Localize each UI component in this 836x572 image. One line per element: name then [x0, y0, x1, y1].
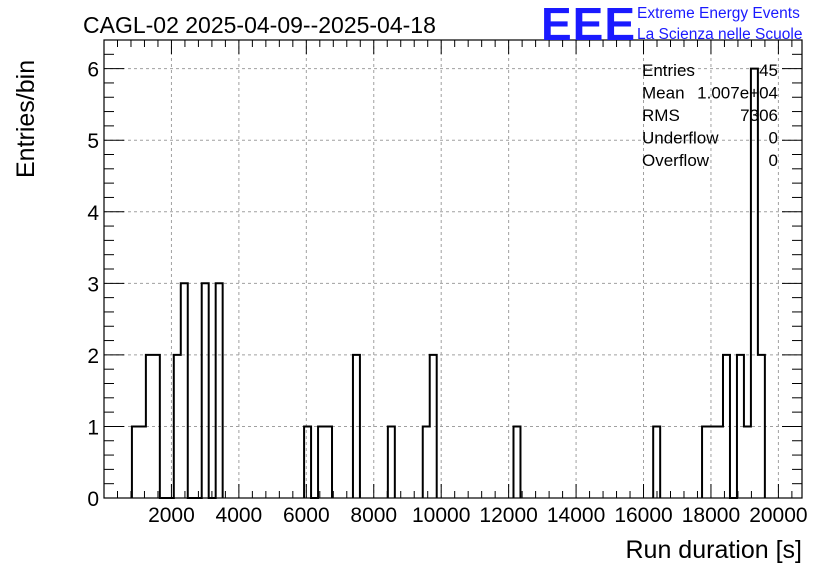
stats-box: Entries 45 Mean 1.007e+04 RMS 7306 Underflow 0 O… [642, 61, 778, 170]
logo-line-1: Extreme Energy Events [637, 5, 800, 22]
grid-lines [104, 40, 802, 498]
histogram-bin [709, 426, 716, 498]
histogram-bin [430, 355, 437, 498]
y-axis-title: Entries/bin [12, 60, 40, 178]
histogram-bin [702, 426, 709, 498]
histogram-bin [513, 426, 520, 498]
stats-value: 0 [769, 129, 778, 148]
histogram-bin [737, 355, 744, 498]
histogram-bin [653, 426, 660, 498]
histogram-bin [744, 426, 751, 498]
histogram-bin [132, 426, 139, 498]
histogram-bin [423, 426, 430, 498]
x-tick-label: 16000 [614, 504, 672, 527]
eee-logo-mark: EEE [541, 0, 636, 50]
histogram-bin [174, 355, 181, 498]
axis-ticks [104, 39, 802, 499]
stats-value: 0 [769, 151, 778, 170]
y-tick-label: 3 [87, 273, 99, 296]
y-tick-label: 4 [87, 202, 99, 225]
x-tick-label: 14000 [547, 504, 605, 527]
histogram-bin [325, 426, 332, 498]
stats-label: Mean [642, 84, 685, 103]
stats-value: 1.007e+04 [697, 84, 778, 103]
x-tick-label: 18000 [682, 504, 740, 527]
histogram-bin [153, 355, 160, 498]
stats-value: 45 [759, 61, 778, 80]
histogram-bin [751, 69, 758, 498]
histogram-bin [304, 426, 311, 498]
x-tick-label: 8000 [350, 504, 397, 527]
x-tick-label: 12000 [479, 504, 537, 527]
stats-label: Entries [642, 61, 695, 80]
y-tick-label: 2 [87, 345, 99, 368]
x-tick-label: 20000 [749, 504, 807, 527]
logo-line-2: La Scienza nelle Scuole [637, 26, 802, 43]
chart-title: CAGL-02 2025-04-09--2025-04-18 [83, 12, 436, 38]
y-tick-label: 0 [87, 488, 99, 511]
histogram-bin [723, 355, 730, 498]
x-tick-label: 6000 [283, 504, 330, 527]
histogram-bin [353, 355, 360, 498]
y-tick-label: 5 [87, 130, 99, 153]
x-tick-label: 4000 [216, 504, 263, 527]
x-tick-label: 10000 [412, 504, 470, 527]
histogram-bin [146, 355, 153, 498]
histogram-outline [130, 67, 766, 499]
eee-logo: EEE Extreme Energy Events La Scienza nel… [541, 0, 802, 50]
stats-value: 7306 [740, 106, 778, 125]
stats-label: Underflow [642, 129, 719, 148]
tick-labels: 2000 4000 6000 8000 10000 12000 14000 16000 1800… [87, 59, 807, 527]
histogram-bin [202, 283, 209, 498]
histogram-bin [716, 426, 723, 498]
histogram-bin [181, 283, 188, 498]
x-tick-label: 2000 [148, 504, 195, 527]
histogram-bin [139, 426, 146, 498]
stats-label: Overflow [642, 151, 710, 170]
histogram-bin [388, 426, 395, 498]
stats-label: RMS [642, 106, 680, 125]
histogram-bin [758, 355, 765, 498]
y-tick-label: 1 [87, 416, 99, 439]
histogram-bin [216, 283, 223, 498]
x-axis-title: Run duration [s] [626, 536, 803, 564]
histogram-bin [318, 426, 325, 498]
y-tick-label: 6 [87, 59, 99, 82]
